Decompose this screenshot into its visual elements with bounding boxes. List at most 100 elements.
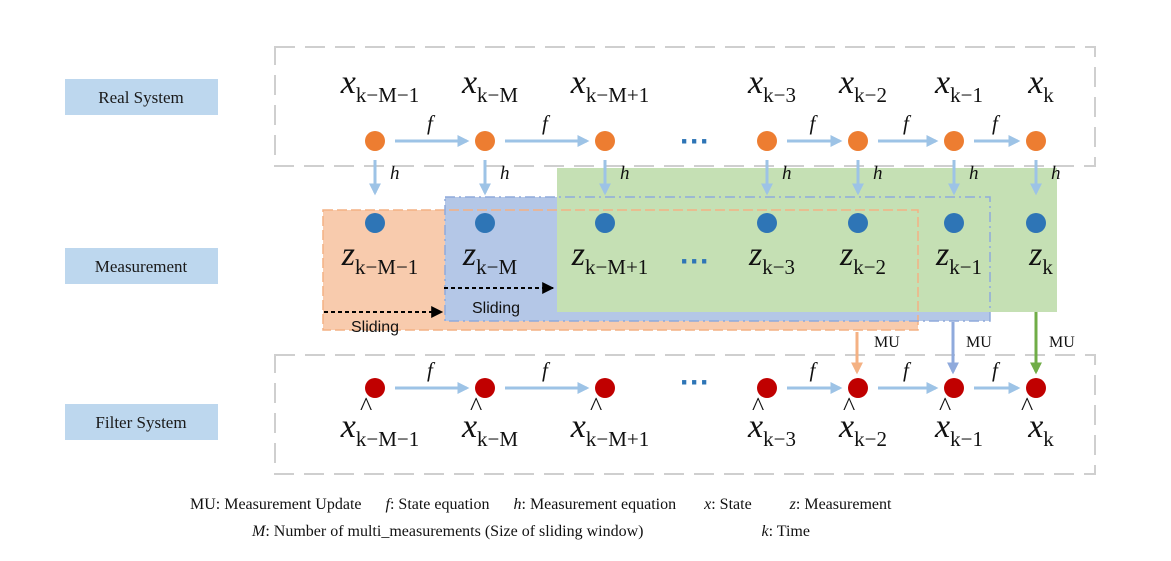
row-label-real: Real System: [98, 88, 183, 107]
filter-label-km1: xk−1: [934, 408, 983, 451]
filter-node-km-m-1: [365, 378, 385, 398]
filter-node-km-m-plus-1: [595, 378, 615, 398]
f-label-real-km-m: f: [542, 111, 551, 135]
meas-label-km-m-plus-1: zk−M+1: [571, 236, 649, 279]
sliding-label-2: Sliding: [472, 300, 520, 317]
f-label-real-km1: f: [992, 111, 1001, 135]
legend-mu-key: MU: [190, 496, 216, 513]
row-label-filter-bg: [65, 404, 218, 440]
f-label-filter-km-m-1: f: [427, 358, 436, 382]
f-label-real-km-m-1: f: [427, 111, 436, 135]
meas-node-km-m-plus-1: [595, 213, 615, 233]
filter-label-km2-hat: ^: [843, 392, 855, 421]
h-label-k: h: [1051, 163, 1061, 184]
meas-label-km1: zk−1: [935, 236, 982, 279]
legend-h-text: : Measurement equation: [522, 496, 677, 513]
meas-node-km1: [944, 213, 964, 233]
state-node-km3: [757, 131, 777, 151]
filter-label-km-m-hat: ^: [470, 392, 482, 421]
h-label-km3: h: [782, 163, 792, 184]
filter-node-km-m: [475, 378, 495, 398]
filter-node-km1: [944, 378, 964, 398]
h-label-km-m-1: h: [390, 163, 400, 184]
meas-label-k: zk: [1028, 236, 1053, 279]
filter-label-km-m-plus-1: xk−M+1: [570, 408, 649, 451]
h-label-km2: h: [873, 163, 883, 184]
legend-m-key: M: [251, 523, 267, 540]
filter-label-km3-hat: ^: [752, 392, 764, 421]
filter-label-km-m: xk−M: [461, 408, 518, 451]
legend-x-text: : State: [711, 496, 751, 513]
state-label-km-m: xk−M: [461, 64, 518, 107]
h-label-km1: h: [969, 163, 979, 184]
f-label-filter-km2: f: [903, 358, 912, 382]
state-label-km1: xk−1: [934, 64, 983, 107]
meas-node-km3: [757, 213, 777, 233]
filter-label-km-m-1: xk−M−1: [340, 408, 419, 451]
meas-label-km-m-1: zk−M−1: [341, 236, 419, 279]
legend-f-text: : State equation: [390, 496, 490, 513]
meas-node-k: [1026, 213, 1046, 233]
mu-label-green: MU: [1049, 334, 1075, 351]
window-orange-outline: [322, 209, 919, 331]
f-label-real-km3: f: [810, 111, 819, 135]
h-label-km-m-plus-1: h: [620, 163, 630, 184]
state-node-km-m: [475, 131, 495, 151]
legend-m-text: : Number of multi_measurements (Size of …: [265, 523, 643, 540]
state-label-km-m-plus-1: xk−M+1: [570, 64, 649, 107]
state-label-km2: xk−2: [838, 64, 887, 107]
mu-label-blue: MU: [966, 334, 992, 351]
f-label-filter-km1: f: [992, 358, 1001, 382]
legend-line-2: M: Number of multi_measurements (Size of…: [251, 523, 810, 540]
legend-x-key: x: [703, 496, 711, 513]
state-label-km3: xk−3: [747, 64, 796, 107]
state-node-k: [1026, 131, 1046, 151]
real-system-frame: [274, 46, 1096, 167]
legend-h-key: h: [514, 496, 522, 513]
window-green: [557, 168, 1057, 312]
meas-label-km-m: zk−M: [462, 236, 518, 279]
filter-label-km3: xk−3: [747, 408, 796, 451]
legend-k-text: : Time: [769, 523, 810, 540]
state-node-km-m-plus-1: [595, 131, 615, 151]
filter-label-k-hat: ^: [1021, 392, 1033, 421]
filter-system-frame: [274, 354, 1096, 475]
mu-label-orange: MU: [874, 334, 900, 351]
row-label-measurement: Measurement: [95, 257, 188, 276]
state-node-km2: [848, 131, 868, 151]
filter-node-km3: [757, 378, 777, 398]
filter-label-km1-hat: ^: [939, 392, 951, 421]
meas-node-km-m: [475, 213, 495, 233]
legend-line-1: MU: Measurement Update f: State equation h…: [190, 496, 892, 513]
state-label-km-m-1: xk−M−1: [340, 64, 419, 107]
meas-label-km2: zk−2: [839, 236, 886, 279]
meas-node-km2: [848, 213, 868, 233]
legend-z-text: : Measurement: [796, 496, 892, 513]
row-label-real-bg: [65, 79, 218, 115]
filter-label-km2: xk−2: [838, 408, 887, 451]
filter-node-km2: [848, 378, 868, 398]
row-label-filter: Filter System: [95, 413, 186, 432]
window-blue-outline: [444, 196, 991, 322]
filter-node-k: [1026, 378, 1046, 398]
ellipsis-real: ···: [680, 125, 710, 158]
meas-node-km-m-1: [365, 213, 385, 233]
f-label-filter-km-m: f: [542, 358, 551, 382]
h-label-km-m: h: [500, 163, 510, 184]
filter-label-k: xk: [1027, 408, 1054, 451]
legend-f-key: f: [386, 496, 393, 513]
state-label-k: xk: [1027, 64, 1054, 107]
meas-label-km3: zk−3: [748, 236, 795, 279]
f-label-real-km2: f: [903, 111, 912, 135]
row-label-measurement-bg: [65, 248, 218, 284]
legend-mu-text: : Measurement Update: [216, 496, 362, 513]
state-node-km-m-1: [365, 131, 385, 151]
f-label-filter-km3: f: [810, 358, 819, 382]
ellipsis-measurement: ···: [680, 245, 710, 278]
legend-k-key: k: [761, 523, 769, 540]
sliding-label-1: Sliding: [351, 319, 399, 336]
state-node-km1: [944, 131, 964, 151]
filter-label-km-m-plus-1-hat: ^: [590, 392, 602, 421]
ellipsis-filter: ···: [680, 366, 710, 399]
